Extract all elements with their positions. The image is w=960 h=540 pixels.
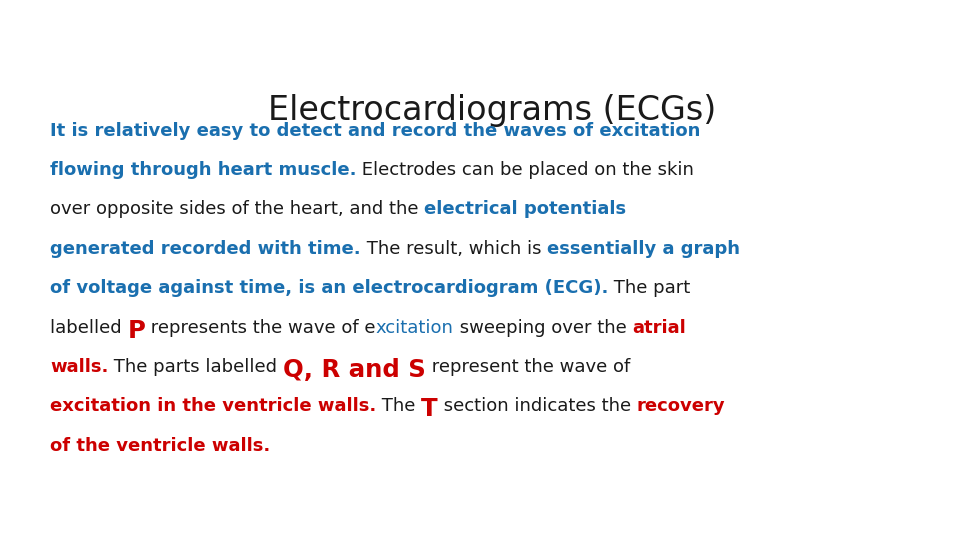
Text: recovery: recovery [636,397,726,415]
Text: represents the wave of e: represents the wave of e [145,319,375,336]
Text: represent the wave of: represent the wave of [426,358,630,376]
Text: The parts labelled: The parts labelled [108,358,283,376]
Text: essentially a graph: essentially a graph [547,240,740,258]
Text: electrical potentials: electrical potentials [424,200,626,218]
Text: The: The [376,397,421,415]
Text: labelled: labelled [50,319,128,336]
Text: of voltage against time, is an electrocardiogram (ECG).: of voltage against time, is an electroca… [50,279,609,297]
Text: Electrocardiograms (ECGs): Electrocardiograms (ECGs) [268,94,716,127]
Text: atrial: atrial [632,319,685,336]
Text: It is relatively easy to detect and record the waves of excitation: It is relatively easy to detect and reco… [50,122,700,139]
Text: of the ventricle walls.: of the ventricle walls. [50,437,270,455]
Text: P: P [128,319,145,342]
Text: over opposite sides of the heart, and the: over opposite sides of the heart, and th… [50,200,424,218]
Text: sweeping over the: sweeping over the [453,319,632,336]
Text: The result, which is: The result, which is [361,240,547,258]
Text: The part: The part [609,279,690,297]
Text: section indicates the: section indicates the [438,397,636,415]
Text: flowing through heart muscle.: flowing through heart muscle. [50,161,356,179]
Text: xcitation: xcitation [375,319,453,336]
Text: excitation in the ventricle walls.: excitation in the ventricle walls. [50,397,376,415]
Text: walls.: walls. [50,358,108,376]
Text: Q, R and S: Q, R and S [283,358,426,382]
Text: Electrodes can be placed on the skin: Electrodes can be placed on the skin [356,161,694,179]
Text: generated recorded with time.: generated recorded with time. [50,240,361,258]
Text: T: T [421,397,438,421]
